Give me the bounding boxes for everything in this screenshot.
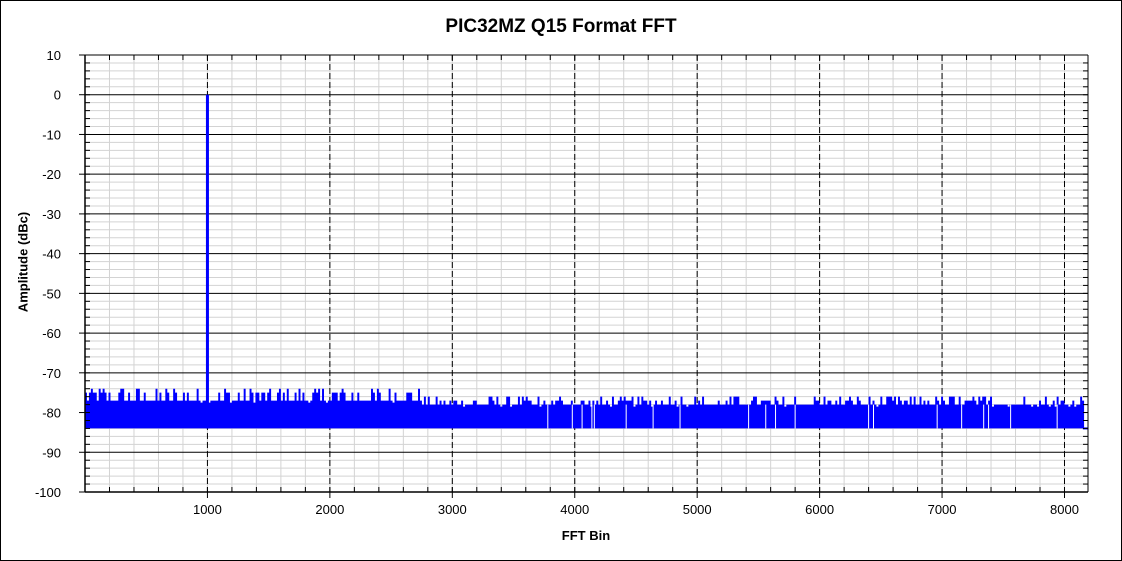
- y-tick-label: -100: [35, 485, 61, 500]
- y-tick-label: -60: [42, 326, 61, 341]
- x-tick-label: 3000: [438, 502, 467, 517]
- x-axis-label: FFT Bin: [561, 528, 611, 543]
- y-tick-label: -10: [42, 127, 61, 142]
- x-tick-label: 8000: [1050, 502, 1079, 517]
- data-series: [85, 94, 1088, 430]
- y-tick-label: -20: [42, 167, 61, 182]
- x-tick-label: 1000: [193, 502, 222, 517]
- noise-floor: [85, 388, 1085, 429]
- x-tick-label: 6000: [805, 502, 834, 517]
- x-tick-label: 4000: [560, 502, 589, 517]
- y-tick-label: 10: [47, 48, 61, 63]
- signal-peak: [205, 94, 209, 429]
- x-tick-label: 7000: [928, 502, 957, 517]
- x-tick-label: 2000: [315, 502, 344, 517]
- y-tick-label: -80: [42, 406, 61, 421]
- x-tick-label: 5000: [683, 502, 712, 517]
- y-tick-label: -70: [42, 366, 61, 381]
- y-tick-label: -40: [42, 247, 61, 262]
- y-tick-label: 0: [54, 88, 61, 103]
- y-tick-label: -90: [42, 445, 61, 460]
- y-tick-label: -50: [42, 286, 61, 301]
- chart-title: PIC32MZ Q15 Format FFT: [445, 16, 677, 37]
- y-tick-label: -30: [42, 207, 61, 222]
- tick-labels: 10 0 -10 -20 -30 -40 -50 -60 -70 -80 -90 -100 1000 20…: [35, 48, 1079, 517]
- axes: [79, 54, 1089, 498]
